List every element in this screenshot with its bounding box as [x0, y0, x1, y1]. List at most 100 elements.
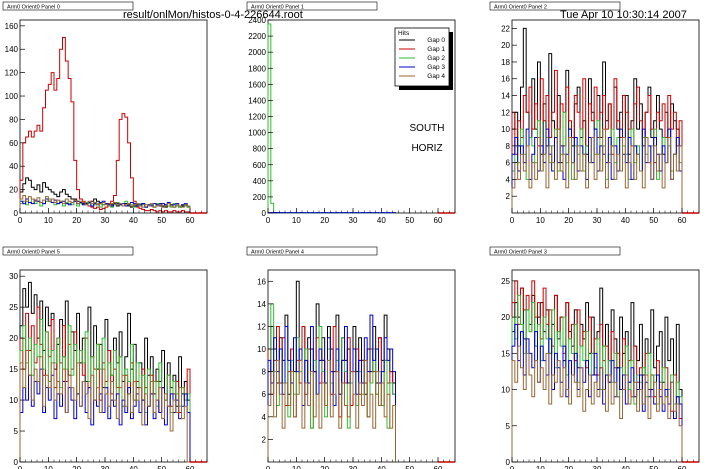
x-tick-label: 40 [129, 465, 138, 469]
x-tick-label: 30 [593, 465, 602, 469]
y-tick-label: 18 [501, 58, 510, 67]
x-tick-label: 0 [266, 216, 271, 225]
x-tick-label: 0 [18, 465, 23, 469]
x-tick-label: 50 [649, 216, 658, 225]
x-tick-label: 20 [320, 465, 329, 469]
x-tick-label: 10 [44, 216, 53, 225]
y-tick-label: 0 [14, 209, 19, 218]
y-tick-label: 14 [501, 92, 510, 101]
y-tick-label: 2200 [248, 32, 266, 41]
panel-annotation: HORIZ [411, 143, 442, 154]
y-tick-label: 600 [253, 161, 267, 170]
panel-title: Arm0 Orient0 Panel 2 [494, 5, 547, 11]
x-tick-label: 50 [157, 465, 166, 469]
legend-title: Hits [398, 30, 410, 37]
y-tick-label: 25 [501, 277, 510, 286]
series-line [267, 359, 396, 462]
histogram-panel: Arm0 Orient0 Panel 5 0 10 20 30 40 50 60 0 5 10 15 2… [2, 246, 208, 469]
x-tick-label: 20 [564, 216, 573, 225]
panel-title-box: Arm0 Orient0 Panel 1 [246, 1, 378, 11]
x-tick-label: 0 [510, 216, 515, 225]
x-tick-label: 0 [266, 465, 271, 469]
y-tick-label: 2400 [248, 16, 266, 25]
x-tick-label: 10 [292, 216, 301, 225]
x-tick-label: 20 [320, 216, 329, 225]
y-tick-label: 1600 [248, 80, 266, 89]
y-tick-label: 140 [5, 45, 19, 54]
x-tick-label: 10 [536, 465, 545, 469]
y-tick-label: 4 [506, 175, 511, 184]
y-tick-label: 1400 [248, 96, 266, 105]
series-line [267, 314, 396, 462]
series-line [511, 128, 683, 213]
x-tick-label: 10 [292, 465, 301, 469]
y-tick-label: 12 [257, 322, 266, 331]
x-tick-label: 30 [349, 465, 358, 469]
panel-title-box: Arm0 Orient0 Panel 2 [489, 1, 621, 11]
y-tick-label: 20 [501, 313, 510, 322]
panel-title-frame [489, 246, 621, 256]
y-tick-label: 15 [501, 349, 510, 358]
legend-entry-label: Gap 3 [427, 64, 445, 71]
panel-title-box: Arm0 Orient0 Panel 5 [2, 246, 134, 256]
histogram-panel: Arm0 Orient0 Panel 2 0 10 20 30 40 50 60 2 4 6 8 10 1… [489, 1, 700, 225]
x-tick-label: 20 [564, 465, 573, 469]
legend-entry-label: Gap 4 [427, 73, 445, 80]
x-tick-label: 30 [349, 216, 358, 225]
y-tick-label: 25 [9, 303, 18, 312]
legend: Hits Gap 0 Gap 1 Gap 2 Gap 3 Gap 4 [394, 27, 453, 90]
series-line [19, 350, 190, 463]
x-tick-label: 50 [405, 465, 414, 469]
y-tick-label: 160 [5, 22, 19, 31]
y-tick-label: 5 [14, 427, 19, 436]
y-tick-label: 6 [262, 390, 267, 399]
y-tick-label: 60 [9, 139, 18, 148]
x-tick-label: 40 [129, 216, 138, 225]
histogram-panel: Arm0 Orient0 Panel 4 0 10 20 30 40 50 60 2 4 6 8 10 1… [246, 246, 456, 469]
legend-entry-label: Gap 1 [427, 46, 445, 53]
y-tick-label: 4 [262, 413, 267, 422]
y-tick-label: 12 [501, 108, 510, 117]
x-tick-label: 40 [377, 216, 386, 225]
x-tick-label: 10 [44, 465, 53, 469]
x-tick-label: 60 [678, 216, 687, 225]
x-tick-label: 0 [510, 465, 515, 469]
y-tick-label: 1200 [248, 113, 266, 122]
y-tick-label: 16 [257, 277, 266, 286]
panel-title: Arm0 Orient0 Panel 3 [494, 250, 547, 256]
histogram-panel: Arm0 Orient0 Panel 0 0 10 20 30 40 50 60 0 20 40 60… [2, 1, 208, 225]
y-tick-label: 10 [501, 125, 510, 134]
y-tick-label: 8 [506, 142, 511, 151]
series-line [19, 319, 191, 462]
y-tick-label: 6 [506, 159, 511, 168]
y-tick-label: 20 [501, 41, 510, 50]
series-line [19, 194, 191, 213]
y-tick-label: 20 [9, 186, 18, 195]
timestamp-label: Tue Apr 10 10:30:14 2007 [560, 9, 687, 21]
y-tick-label: 22 [501, 24, 510, 33]
y-tick-label: 2 [506, 192, 511, 201]
x-tick-label: 50 [405, 216, 414, 225]
series-line [511, 345, 683, 462]
x-tick-label: 30 [101, 465, 110, 469]
legend-entry-label: Gap 2 [427, 55, 445, 62]
y-tick-label: 0 [262, 209, 267, 218]
y-tick-label: 0 [506, 458, 511, 467]
x-tick-label: 30 [593, 216, 602, 225]
panel-title-frame [2, 1, 134, 11]
y-tick-label: 120 [5, 69, 19, 78]
panel-title: Arm0 Orient0 Panel 1 [251, 5, 304, 11]
legend-entry-label: Gap 0 [427, 37, 445, 44]
y-tick-label: 30 [9, 272, 18, 281]
x-tick-label: 40 [621, 465, 630, 469]
panel-annotation: SOUTH [410, 123, 445, 134]
histogram-panel: Arm0 Orient0 Panel 10 10 20 30 40 50 600200400… [246, 1, 456, 225]
x-tick-label: 50 [649, 465, 658, 469]
x-tick-label: 40 [621, 216, 630, 225]
x-tick-label: 30 [101, 216, 110, 225]
series-line [19, 37, 191, 213]
y-tick-label: 2000 [248, 48, 266, 57]
series-line [267, 23, 396, 214]
y-tick-label: 5 [506, 422, 511, 431]
